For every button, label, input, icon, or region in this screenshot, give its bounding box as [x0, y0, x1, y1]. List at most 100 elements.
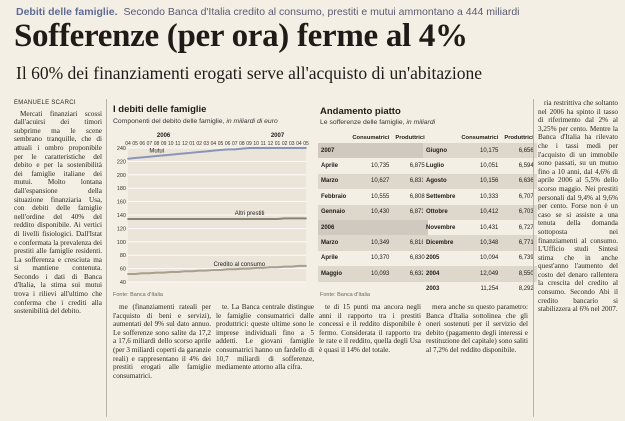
bottom-column-3-text: te di 15 punti ma ancora negli anni il r… [319, 303, 421, 354]
produttrici-value: 6,656 [501, 143, 537, 159]
data-point [219, 218, 222, 220]
bottom-column-2-text: te. La Banca centrale distingue le famig… [216, 303, 314, 372]
table-subtitle-text: Le sofferenze delle famiglie, [320, 119, 405, 126]
data-point [176, 271, 179, 273]
right-column-text: ria restrittiva che soltanto nel 2006 ha… [538, 99, 618, 314]
right-text-column: ria restrittiva che soltanto nel 2006 ha… [538, 99, 618, 417]
table-subtitle-unit: in miliardi [406, 119, 436, 126]
table-row: Marzo 10,627 6,831 [318, 173, 428, 190]
row-label: 2005 [426, 255, 440, 262]
x-tick-label: 11 [261, 141, 266, 147]
data-point [276, 147, 279, 149]
produttrici-value: 6,739 [518, 255, 534, 262]
consumatrici-value: 10,093 [349, 266, 393, 282]
data-point [212, 218, 215, 220]
x-tick-label: 10 [253, 141, 259, 147]
data-point [255, 267, 258, 269]
data-point [212, 269, 215, 271]
produttrici-value: 8,550 [501, 266, 537, 282]
left-text-column: Emanuele Scarci Mercati finanziari scoss… [14, 99, 102, 417]
produttrici-value [392, 219, 428, 236]
table-row: Agosto 10,156 6,636 [423, 173, 537, 190]
x-tick-label: 09 [246, 141, 252, 147]
row-label: 2006 [318, 219, 350, 236]
produttrici-value: 6,632 [392, 266, 428, 282]
consumatrici-value: 10,175 [458, 143, 502, 159]
line-chart-source: Fonte: Banca d'Italia [113, 292, 163, 298]
data-point [269, 266, 272, 269]
data-point [162, 154, 165, 157]
data-point [262, 218, 265, 220]
data-point [127, 273, 129, 275]
row-label: Gennaio [318, 204, 350, 220]
table-row: 2003 11,254 8,292 [423, 282, 537, 297]
data-point [297, 265, 300, 267]
kicker: Debiti delle famiglie. Secondo Banca d'It… [16, 6, 616, 18]
data-point [248, 147, 250, 149]
data-point [148, 155, 151, 158]
row-label: Novembre [426, 224, 456, 231]
data-point [155, 218, 158, 220]
row-label: Agosto [423, 173, 459, 190]
consumatrici-value: 10,431 [480, 224, 499, 231]
table-row: Aprile 10,370 6,830 [318, 251, 428, 266]
produttrici-value: 6,808 [409, 193, 425, 200]
table-row: Maggio 10,093 6,632 [318, 266, 428, 282]
year-label: 2007 [271, 133, 285, 139]
x-tick-label: 02 [282, 141, 288, 147]
y-tick-label: 220 [117, 159, 126, 165]
y-tick-label: 160 [117, 200, 126, 206]
x-tick-label: 03 [289, 141, 295, 147]
data-point [248, 218, 250, 220]
line-chart-title: I debiti delle famiglie [113, 104, 207, 115]
consumatrici-value: 10,627 [349, 173, 393, 190]
data-point [198, 218, 201, 220]
x-tick-label: 12 [268, 141, 274, 147]
bottom-text-column-3: te di 15 punti ma ancora negli anni il r… [319, 303, 421, 417]
y-tick-label: 60 [120, 267, 126, 273]
npl-table-right: Consumatrici Produttrici Giugno 10,175 6,6… [423, 133, 537, 297]
row-label: Marzo [318, 235, 350, 251]
data-point [269, 218, 272, 220]
subheadline: Il 60% dei finanziamenti erogati serve a… [16, 63, 482, 83]
data-point [276, 218, 279, 220]
produttrici-value: 6,875 [409, 163, 425, 170]
consumatrici-value: 10,430 [349, 204, 393, 220]
table-row: Marzo 10,349 6,818 [318, 235, 428, 251]
data-point [176, 153, 179, 155]
consumatrici-value: 10,333 [480, 193, 499, 200]
table-row: Novembre 10,431 6,727 [423, 220, 537, 235]
table-row: 2004 12,049 8,550 [423, 266, 537, 282]
y-tick-label: 180 [117, 186, 126, 192]
data-point [241, 147, 243, 150]
data-point [283, 147, 286, 149]
table-year-row: 2007 [318, 143, 428, 159]
x-tick-label: 10 [168, 141, 174, 147]
series-label: Altri prestiti [235, 211, 265, 217]
data-point [184, 152, 186, 155]
consumatrici-value: 10,370 [371, 255, 390, 262]
produttrici-value: 6,830 [409, 255, 425, 262]
row-label: 2003 [426, 286, 440, 293]
data-point [134, 273, 137, 275]
byline: Emanuele Scarci [14, 100, 76, 106]
row-label: 2007 [318, 143, 350, 159]
line-chart-subtitle: Componenti del debito delle famiglie, in… [113, 118, 278, 125]
consumatrici-value: 12,049 [458, 266, 502, 282]
data-point [141, 156, 144, 159]
produttrici-value: 6,594 [518, 163, 534, 170]
table-title: Andamento piatto [320, 106, 401, 117]
x-tick-label: 01 [189, 141, 195, 147]
data-point [205, 150, 208, 153]
table-header-consumatrici: Consumatrici [352, 135, 390, 141]
data-point [226, 218, 229, 220]
consumatrici-value [349, 143, 393, 159]
data-point [255, 218, 258, 220]
left-column-text: Mercati finanziari scossi dall'acuirsi d… [14, 109, 102, 316]
produttrici-value: 6,771 [501, 235, 537, 251]
data-point [269, 147, 272, 149]
data-point [162, 271, 165, 274]
data-point [262, 147, 265, 149]
produttrici-value: 6,873 [392, 204, 428, 220]
x-tick-label: 08 [239, 141, 245, 147]
